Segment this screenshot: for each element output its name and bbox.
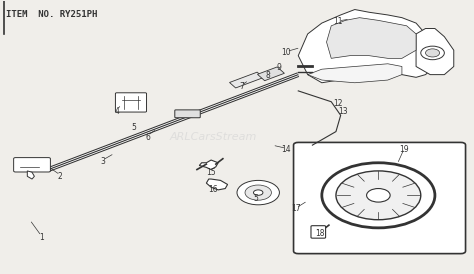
Text: 5: 5 [254, 193, 258, 202]
Circle shape [254, 190, 263, 195]
Circle shape [237, 180, 279, 205]
Text: 5: 5 [131, 123, 136, 132]
Text: 7: 7 [239, 82, 244, 91]
Circle shape [426, 49, 439, 57]
Text: 4: 4 [114, 107, 119, 116]
Polygon shape [257, 67, 284, 81]
Text: 13: 13 [338, 107, 348, 116]
Polygon shape [416, 28, 454, 75]
Text: 17: 17 [291, 204, 301, 213]
Circle shape [336, 171, 421, 220]
Polygon shape [206, 179, 228, 190]
FancyBboxPatch shape [116, 93, 146, 112]
Polygon shape [298, 10, 435, 83]
Polygon shape [229, 72, 264, 88]
Text: 16: 16 [209, 185, 218, 194]
FancyBboxPatch shape [293, 142, 465, 254]
Text: ITEM  NO. RY251PH: ITEM NO. RY251PH [6, 10, 98, 19]
Text: 2: 2 [58, 172, 63, 181]
Circle shape [322, 163, 435, 228]
FancyBboxPatch shape [175, 110, 200, 118]
FancyBboxPatch shape [311, 226, 326, 238]
Polygon shape [199, 160, 218, 170]
Circle shape [245, 185, 272, 200]
Text: 11: 11 [334, 17, 343, 26]
Circle shape [421, 46, 444, 60]
Text: 6: 6 [145, 133, 150, 141]
Text: 18: 18 [315, 229, 324, 238]
Text: 15: 15 [206, 168, 216, 177]
Text: 10: 10 [282, 48, 292, 58]
Circle shape [366, 189, 390, 202]
Text: ARLCarsStream: ARLCarsStream [170, 132, 257, 142]
Text: 1: 1 [39, 233, 44, 242]
FancyBboxPatch shape [14, 158, 50, 172]
Polygon shape [327, 18, 416, 58]
Text: 19: 19 [400, 145, 409, 154]
Text: 8: 8 [265, 72, 270, 81]
Text: 12: 12 [334, 99, 343, 108]
Polygon shape [308, 64, 402, 83]
Polygon shape [27, 171, 35, 179]
Text: 9: 9 [277, 63, 282, 72]
Text: 3: 3 [100, 157, 105, 166]
Text: 14: 14 [282, 145, 292, 154]
